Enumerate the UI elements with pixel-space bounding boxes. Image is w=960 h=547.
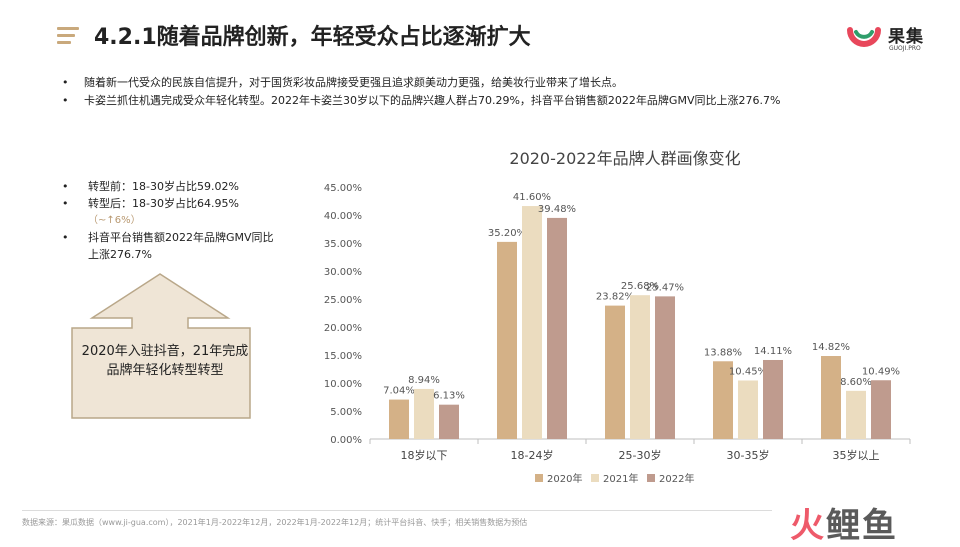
side-list: 转型前：18-30岁占比59.02% 转型后：18-30岁占比64.95% （~↑… bbox=[62, 178, 282, 263]
data-label: 10.45% bbox=[729, 366, 767, 377]
data-label: 39.48% bbox=[538, 204, 576, 215]
side-item: 转型前：18-30岁占比59.02% bbox=[62, 178, 282, 195]
brand-sub: GUOJI.PRO bbox=[889, 45, 921, 52]
x-tick-label: 18-24岁 bbox=[511, 448, 554, 462]
data-label: 41.60% bbox=[513, 192, 551, 203]
data-label: 23.82% bbox=[596, 292, 634, 303]
x-tick-label: 25-30岁 bbox=[619, 448, 662, 462]
y-tick-label: 35.00% bbox=[324, 239, 362, 250]
bar-35岁以上-2022年 bbox=[871, 380, 891, 439]
data-label: 14.82% bbox=[812, 342, 850, 353]
bar-35岁以上-2020年 bbox=[821, 356, 841, 439]
data-label: 25.47% bbox=[646, 282, 684, 293]
page-title: 4.2.1随着品牌创新，年轻受众占比逐渐扩大 bbox=[94, 25, 531, 50]
side-item-text: 转型后：18-30岁占比64.95% bbox=[88, 197, 239, 210]
intro-bullet: 随着新一代受众的民族自信提升，对于国货彩妆品牌接受更强且追求颜美动力更强，给美妆… bbox=[62, 74, 942, 92]
data-label: 10.49% bbox=[862, 366, 900, 377]
legend-label: 2022年 bbox=[659, 472, 694, 485]
legend-swatch-2022年 bbox=[647, 474, 655, 482]
y-tick-label: 0.00% bbox=[330, 435, 362, 446]
x-tick-label: 35岁以上 bbox=[833, 448, 880, 462]
title-decoration bbox=[57, 27, 79, 48]
bar-18岁以下-2022年 bbox=[439, 404, 459, 439]
legend-swatch-2021年 bbox=[591, 474, 599, 482]
side-note: （~↑6%） bbox=[88, 215, 141, 226]
data-label: 6.13% bbox=[433, 391, 465, 402]
callout-text: 2020年入驻抖音，21年完成品牌年轻化转型转型 bbox=[81, 344, 249, 378]
bar-18岁以下-2020年 bbox=[389, 399, 409, 439]
bar-30-35岁-2022年 bbox=[763, 359, 783, 439]
watermark-part-a: 火 bbox=[790, 506, 826, 546]
y-tick-label: 10.00% bbox=[324, 379, 362, 390]
legend-label: 2021年 bbox=[603, 472, 638, 485]
legend-label: 2020年 bbox=[547, 472, 582, 485]
x-tick-label: 18岁以下 bbox=[401, 448, 448, 462]
bar-25-30岁-2022年 bbox=[655, 296, 675, 439]
y-tick-label: 15.00% bbox=[324, 351, 362, 362]
callout-arrow-shape bbox=[71, 273, 251, 419]
y-tick-label: 30.00% bbox=[324, 267, 362, 278]
brand-logo-icon bbox=[847, 27, 881, 47]
bar-chart: 2020-2022年品牌人群画像变化 0.00% 5.00% 10.00% 15.00… bbox=[324, 149, 911, 485]
legend-swatch-2020年 bbox=[535, 474, 543, 482]
bar-30-35岁-2021年 bbox=[738, 380, 758, 439]
brand-logo: 果集 GUOJI.PRO bbox=[846, 20, 936, 56]
intro-bullet: 卡姿兰抓住机遇完成受众年轻化转型。2022年卡姿兰30岁以下的品牌兴趣人群占70… bbox=[62, 92, 942, 110]
y-tick-label: 5.00% bbox=[330, 407, 362, 418]
intro-bullets: 随着新一代受众的民族自信提升，对于国货彩妆品牌接受更强且追求颜美动力更强，给美妆… bbox=[62, 74, 942, 110]
data-label: 14.11% bbox=[754, 346, 792, 357]
side-item: 抖音平台销售额2022年品牌GMV同比上涨276.7% bbox=[62, 229, 282, 263]
callout-arrow bbox=[71, 273, 251, 419]
data-label: 25.68% bbox=[621, 281, 659, 292]
y-tick-label: 40.00% bbox=[324, 211, 362, 222]
side-item: 转型后：18-30岁占比64.95% （~↑6%） bbox=[62, 195, 282, 229]
y-tick-label: 25.00% bbox=[324, 295, 362, 306]
source-note: 数据来源：果瓜数据（www.ji-gua.com），2021年1月-2022年1… bbox=[22, 518, 528, 527]
chart-title: 2020-2022年品牌人群画像变化 bbox=[509, 149, 740, 168]
bar-18-24岁-2022年 bbox=[547, 217, 567, 439]
bar-18-24岁-2020年 bbox=[497, 241, 517, 439]
bar-35岁以上-2021年 bbox=[846, 390, 866, 439]
data-label: 13.88% bbox=[704, 347, 742, 358]
bar-18岁以下-2021年 bbox=[414, 388, 434, 439]
y-tick-label: 45.00% bbox=[324, 183, 362, 194]
bar-30-35岁-2020年 bbox=[713, 361, 733, 439]
watermark-part-b: 鲤鱼 bbox=[826, 506, 898, 546]
bar-18-24岁-2021年 bbox=[522, 206, 542, 439]
y-tick-label: 20.00% bbox=[324, 323, 362, 334]
brand-name: 果集 bbox=[888, 27, 924, 47]
x-tick-label: 30-35岁 bbox=[727, 448, 770, 462]
data-label: 7.04% bbox=[383, 386, 415, 397]
source-divider bbox=[22, 510, 772, 511]
bar-25-30岁-2020年 bbox=[605, 305, 625, 439]
data-label: 8.60% bbox=[840, 377, 872, 388]
data-label: 35.20% bbox=[488, 228, 526, 239]
data-label: 8.94% bbox=[408, 375, 440, 386]
watermark-logo: 火鲤鱼 bbox=[790, 498, 898, 547]
bar-25-30岁-2021年 bbox=[630, 295, 650, 439]
